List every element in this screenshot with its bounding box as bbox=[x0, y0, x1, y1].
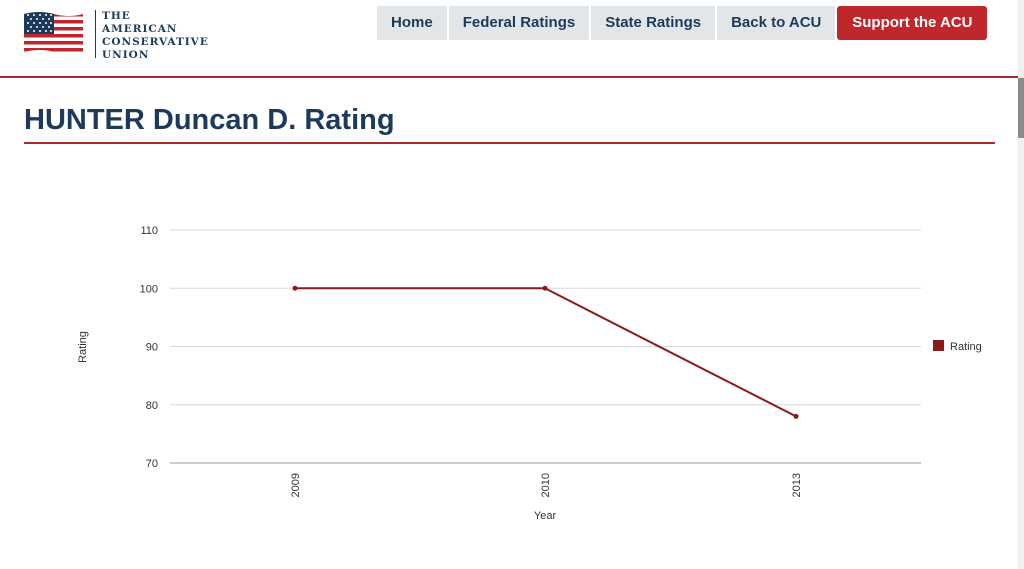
series-line bbox=[295, 287, 797, 418]
scrollbar[interactable] bbox=[1018, 0, 1024, 569]
site-header: THE AMERICAN CONSERVATIVE UNION Home Fed… bbox=[0, 0, 1018, 78]
x-tick-label: 2009 bbox=[290, 473, 302, 497]
legend-swatch bbox=[933, 340, 944, 351]
x-axis-label: Year bbox=[534, 510, 557, 522]
logo-divider bbox=[95, 10, 96, 58]
page-title: HUNTER Duncan D. Rating bbox=[24, 104, 395, 136]
logo-line: CONSERVATIVE bbox=[102, 36, 209, 48]
y-axis-label: Rating bbox=[77, 331, 89, 363]
y-tick-label: 70 bbox=[146, 458, 158, 470]
nav-federal-ratings[interactable]: Federal Ratings bbox=[448, 6, 592, 40]
nav-back-to-acu[interactable]: Back to ACU bbox=[717, 6, 838, 40]
nav-state-ratings[interactable]: State Ratings bbox=[591, 6, 718, 40]
y-tick-label: 100 bbox=[140, 283, 158, 295]
nav-home[interactable]: Home bbox=[377, 6, 449, 40]
main-nav: Home Federal Ratings State Ratings Back … bbox=[377, 6, 988, 40]
y-tick-label: 80 bbox=[146, 400, 158, 412]
legend-label: Rating bbox=[950, 341, 982, 353]
y-tick-label: 90 bbox=[146, 342, 158, 354]
logo-line: AMERICAN bbox=[102, 23, 178, 35]
acu-logo[interactable]: THE AMERICAN CONSERVATIVE UNION bbox=[24, 10, 209, 62]
data-point bbox=[793, 413, 799, 419]
x-tick-label: 2010 bbox=[540, 473, 552, 497]
x-tick-label: 2013 bbox=[791, 473, 803, 497]
title-divider bbox=[24, 142, 995, 144]
data-point bbox=[542, 285, 548, 291]
logo-line: UNION bbox=[102, 49, 150, 61]
support-button[interactable]: Support the ACU bbox=[837, 6, 988, 40]
flag-icon bbox=[24, 12, 83, 54]
logo-line: THE bbox=[102, 10, 131, 22]
y-tick-label: 110 bbox=[140, 225, 158, 237]
rating-chart: 70 80 90 100 110 2009 2010 2013 Year Rating Rating bbox=[77, 225, 982, 522]
scrollbar-thumb[interactable] bbox=[1018, 78, 1024, 138]
logo-wordmark: THE AMERICAN CONSERVATIVE UNION bbox=[102, 10, 209, 62]
data-point bbox=[292, 285, 298, 291]
